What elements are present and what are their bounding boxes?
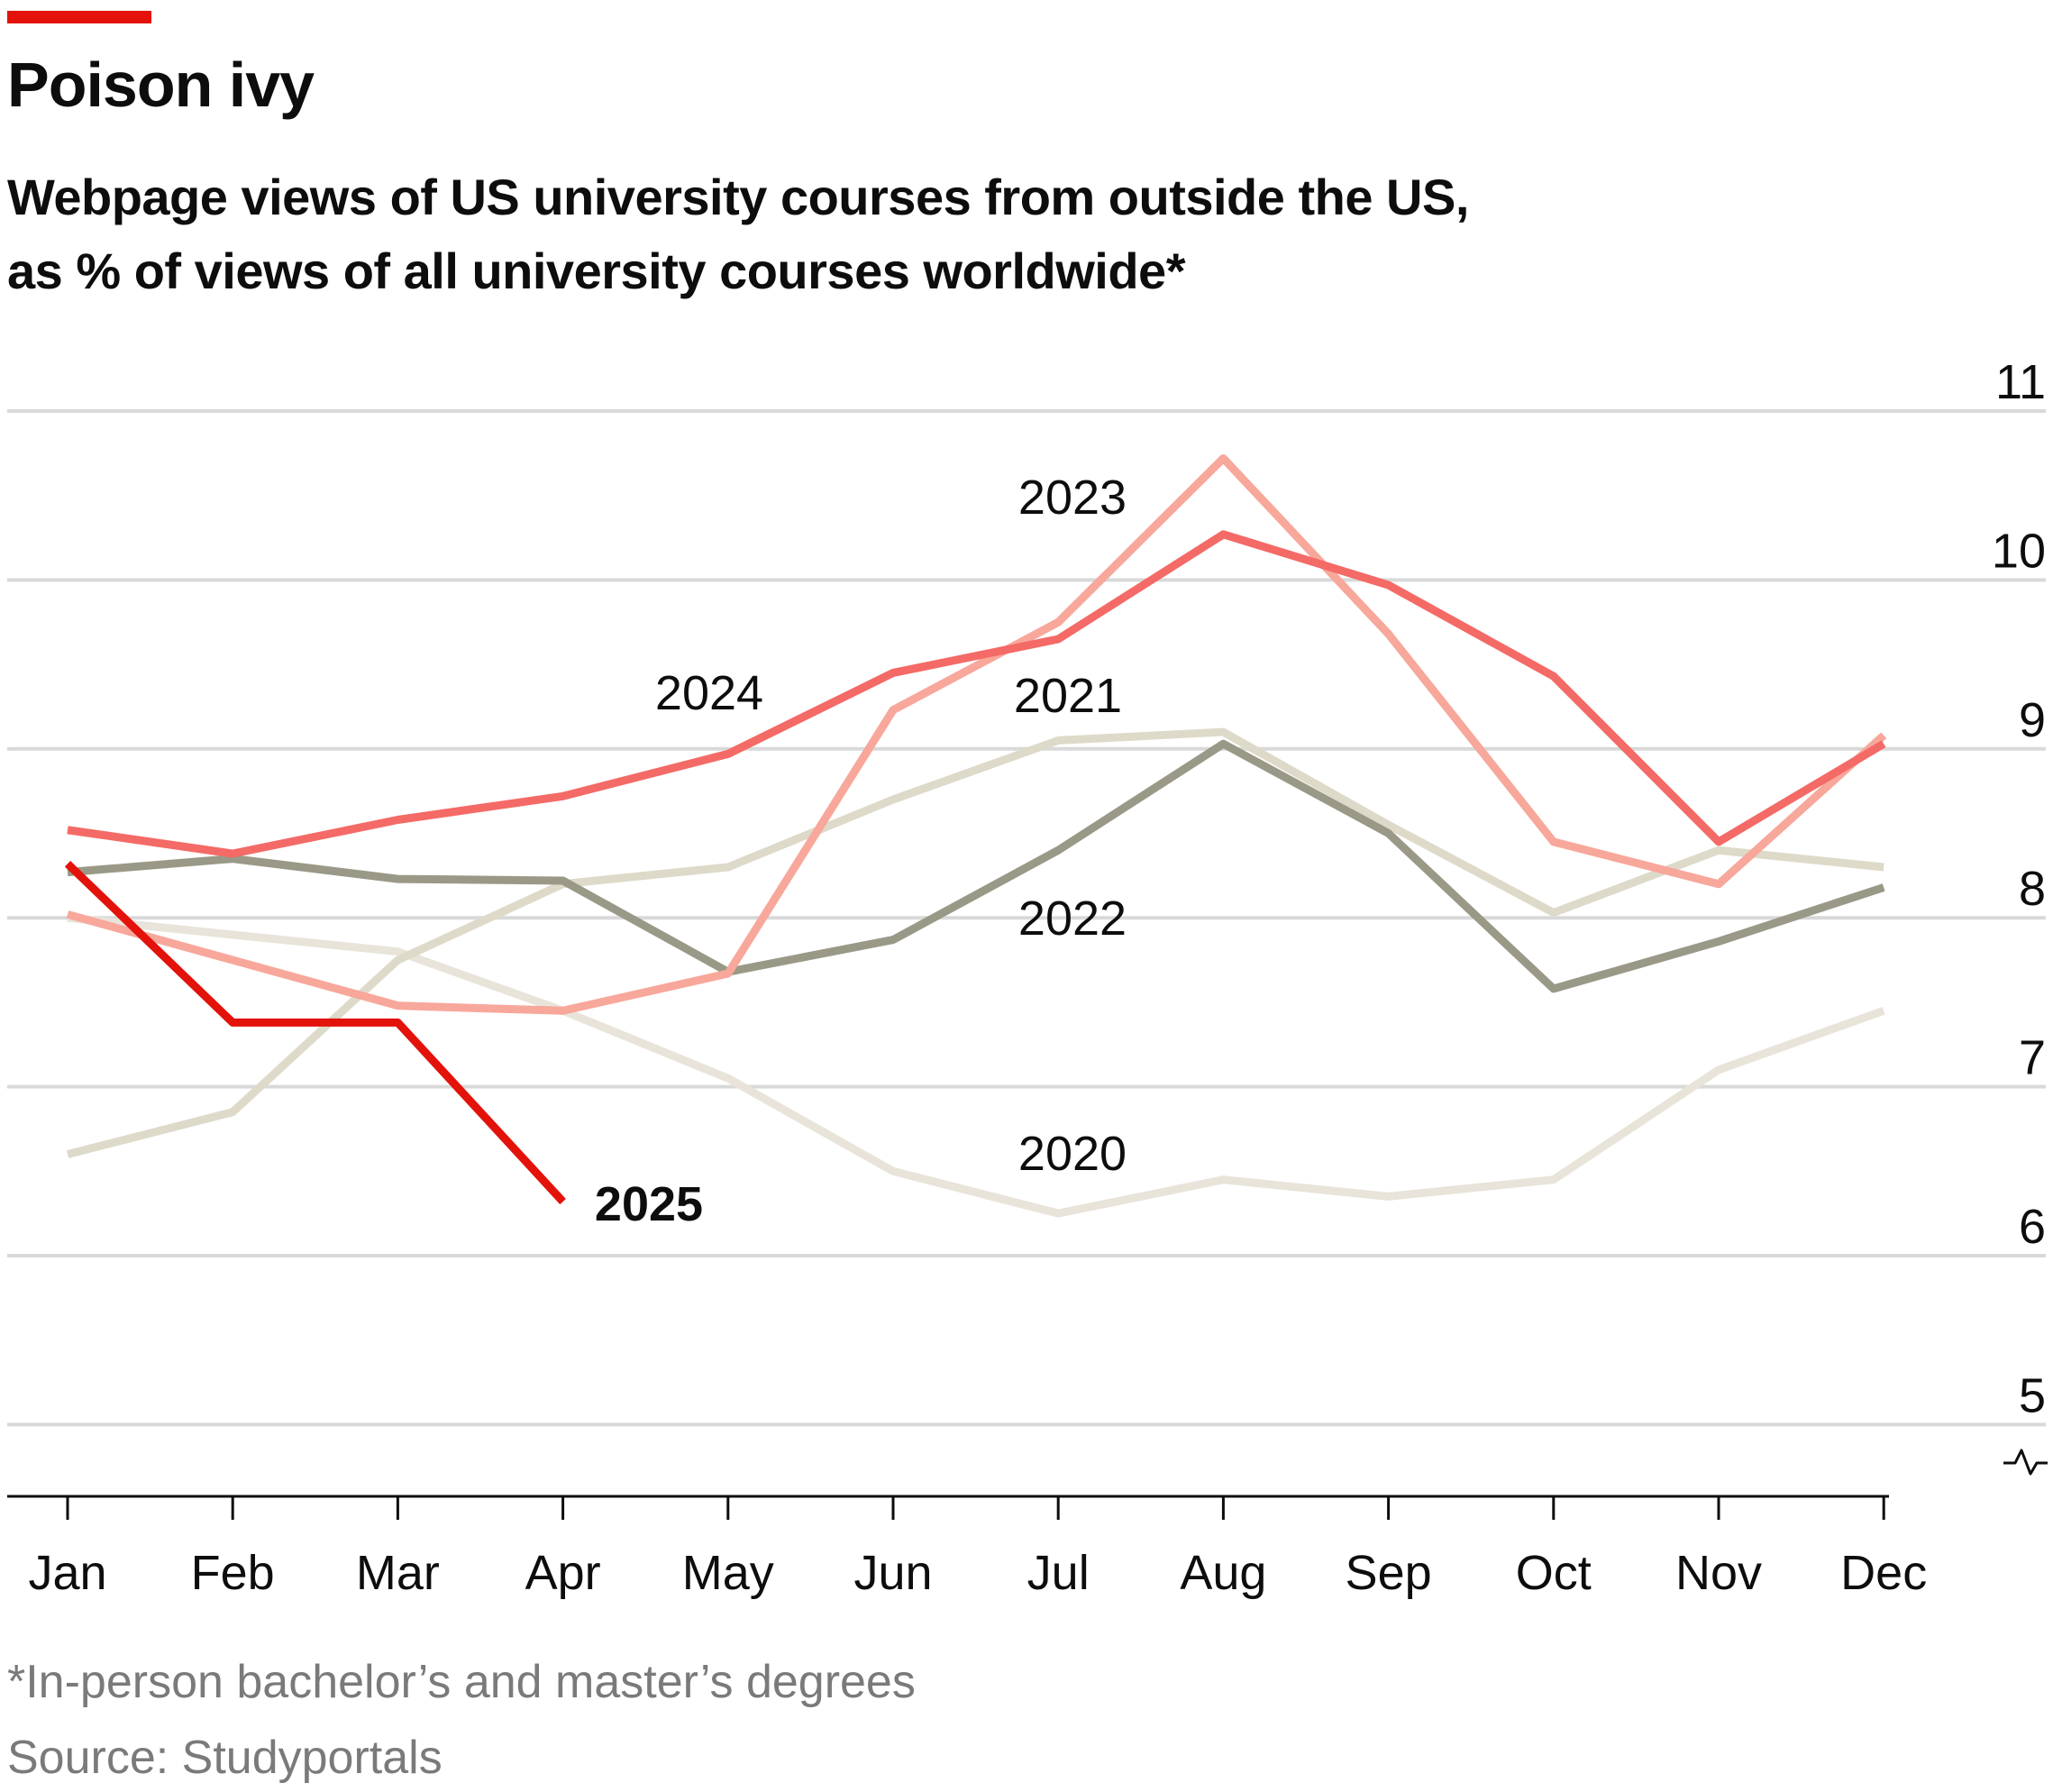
- axis-break-icon: [2003, 1449, 2048, 1476]
- series-label-2023: 2023: [1018, 471, 1127, 525]
- series-label-2022: 2022: [1018, 891, 1127, 946]
- y-tick-label: 7: [2019, 1031, 2046, 1085]
- y-tick-label: 5: [2019, 1368, 2046, 1422]
- x-tick-label: Feb: [191, 1546, 275, 1600]
- series-label-2020: 2020: [1018, 1127, 1127, 1181]
- x-tick-label: Mar: [356, 1546, 440, 1600]
- x-tick-label: Jan: [28, 1546, 106, 1600]
- chart-title: Poison ivy: [7, 50, 315, 120]
- line-chart: 5 6 7 8 9 10 11 Jan Feb Mar Apr May Jun Jul Aug Sep Oct N…: [7, 355, 2048, 1600]
- chart-subtitle: Webpage views of US university courses f…: [7, 160, 1720, 308]
- x-tick-label: May: [682, 1546, 774, 1600]
- x-tick-label: Dec: [1840, 1546, 1927, 1600]
- series-label-2024: 2024: [655, 666, 763, 720]
- x-tick-label: Jun: [853, 1546, 932, 1600]
- series-line-2025: [64, 860, 566, 1205]
- x-tick-label: Aug: [1180, 1546, 1266, 1600]
- subtitle-line-1: Webpage views of US university courses f…: [7, 169, 1469, 225]
- series-label-2025: 2025: [595, 1177, 703, 1231]
- accent-bar: [7, 11, 151, 23]
- y-tick-label: 8: [2019, 862, 2046, 916]
- series-line-2020: [67, 913, 1885, 1218]
- x-tick-label: Nov: [1675, 1546, 1762, 1600]
- series-line-2024: [67, 530, 1886, 858]
- footnote: *In-person bachelor’s and master’s degre…: [7, 1656, 916, 1708]
- y-tick-label: 10: [1992, 524, 2046, 578]
- y-tick-label: 11: [1995, 355, 2046, 409]
- y-tick-label: 6: [2019, 1200, 2046, 1254]
- series-line-2023: [66, 453, 1887, 1015]
- source-note: Source: Studyportals: [7, 1732, 443, 1784]
- x-tick-label: Jul: [1027, 1546, 1090, 1600]
- y-tick-label: 9: [2019, 693, 2046, 747]
- series-label-2021: 2021: [1014, 669, 1122, 723]
- x-tick-label: Apr: [525, 1546, 601, 1600]
- x-tick-label: Oct: [1516, 1546, 1592, 1600]
- series-line-2021: [66, 727, 1884, 1158]
- x-tick-label: Sep: [1346, 1546, 1432, 1600]
- subtitle-line-2: as % of views of all university courses …: [7, 242, 1186, 299]
- series-line-2022: [67, 739, 1885, 993]
